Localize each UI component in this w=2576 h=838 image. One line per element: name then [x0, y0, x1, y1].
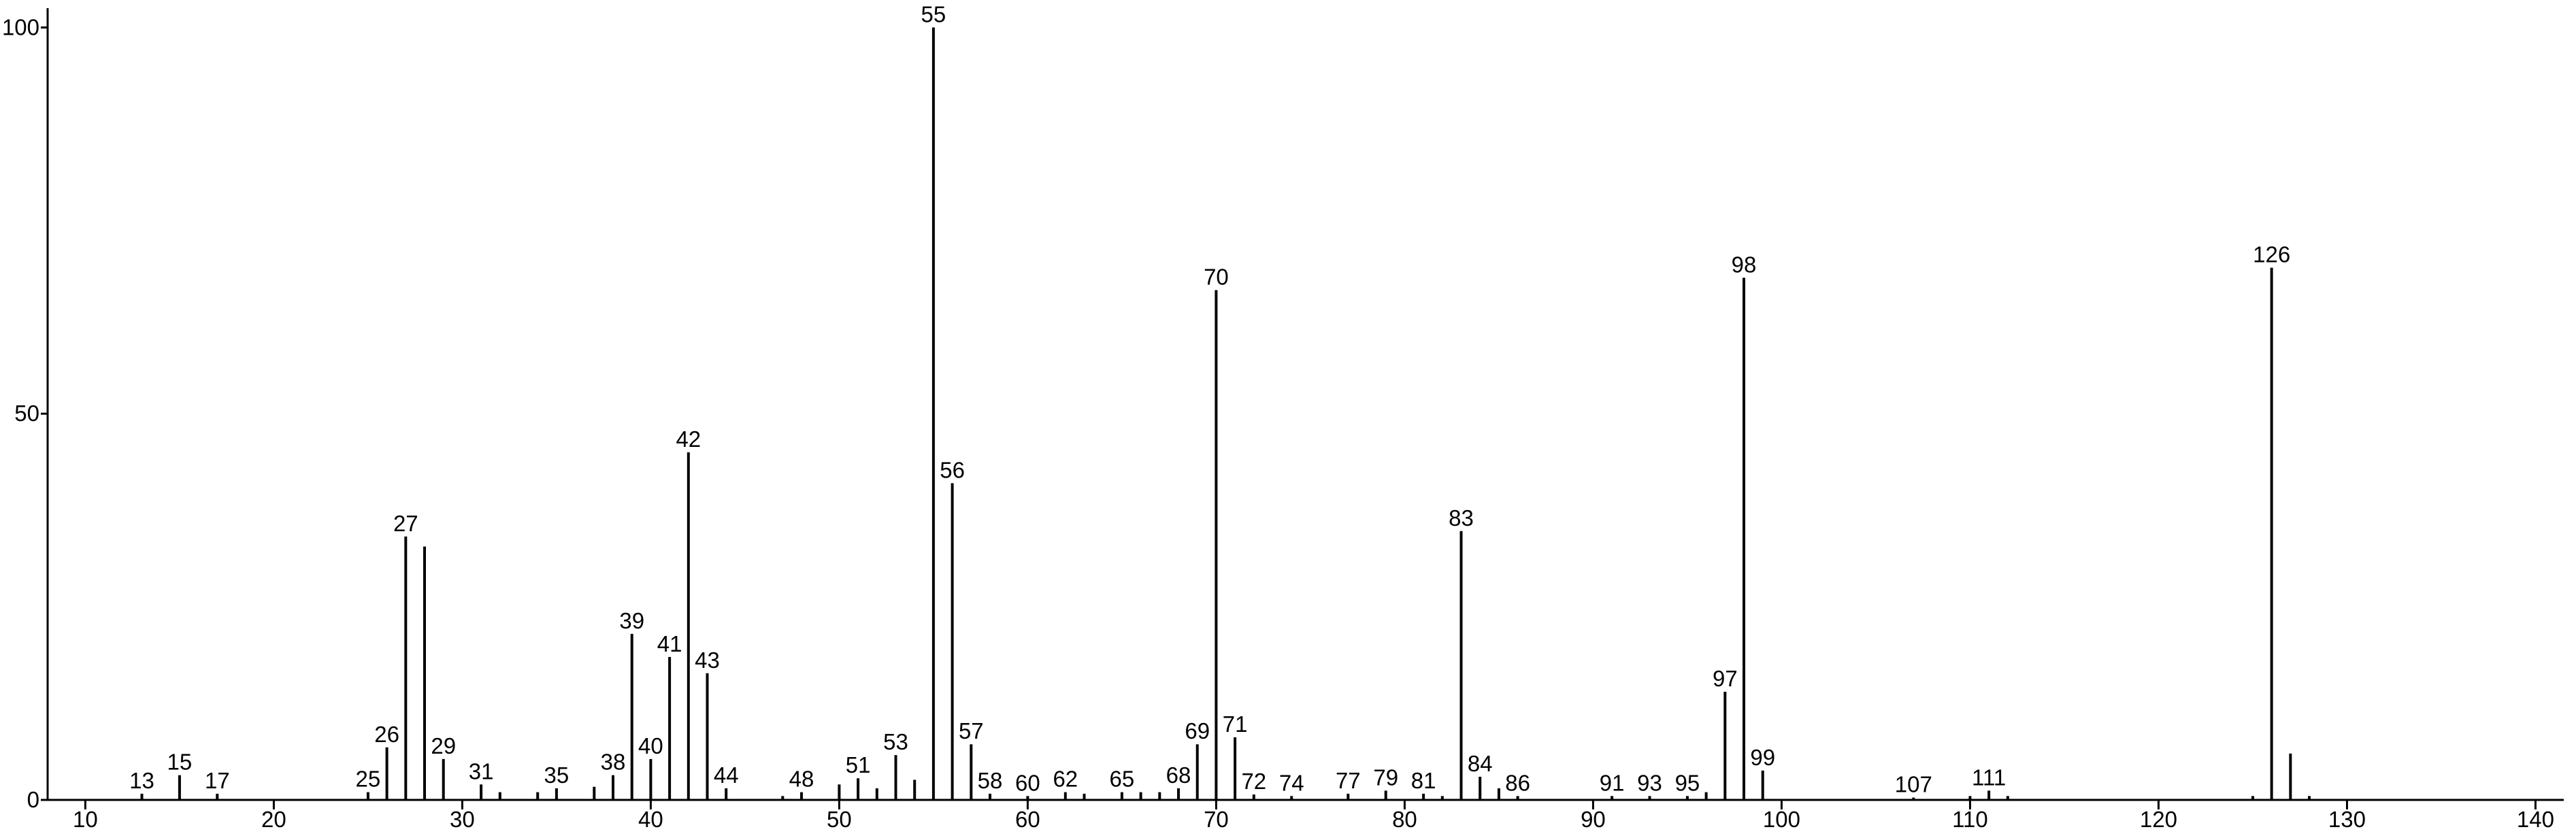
peak-label: 56	[940, 457, 965, 482]
peak-label: 86	[1505, 770, 1530, 795]
x-tick-label: 30	[450, 807, 475, 832]
peak-label: 26	[374, 722, 399, 747]
x-tick-label: 140	[2517, 807, 2554, 832]
peak-label: 79	[1373, 765, 1398, 790]
peak-label: 15	[167, 750, 193, 775]
x-tick-label: 20	[261, 807, 286, 832]
x-tick-label: 70	[1204, 807, 1229, 832]
peak-label: 93	[1637, 770, 1662, 795]
peak-label: 95	[1675, 770, 1700, 795]
peak-label: 58	[978, 768, 1003, 793]
peak-label: 99	[1750, 745, 1775, 770]
peak-label: 74	[1279, 770, 1304, 795]
peak-label: 77	[1336, 768, 1361, 793]
y-tick-label: 50	[14, 401, 39, 426]
x-tick-label: 40	[638, 807, 663, 832]
peak-label: 13	[129, 768, 154, 793]
peak-label: 72	[1241, 769, 1266, 794]
peak-label: 81	[1411, 768, 1436, 793]
peak-label: 60	[1015, 770, 1040, 795]
peak-label: 107	[1895, 772, 1932, 797]
peak-label: 84	[1468, 751, 1493, 776]
peak-label: 29	[431, 733, 456, 758]
peak-label: 42	[676, 426, 701, 452]
y-tick-label: 0	[27, 787, 39, 812]
peak-label: 44	[714, 762, 739, 788]
x-tick-label: 80	[1392, 807, 1417, 832]
peak-label: 69	[1185, 718, 1210, 743]
x-tick-label: 120	[2140, 807, 2177, 832]
x-tick-label: 50	[827, 807, 852, 832]
peak-label: 53	[883, 729, 908, 754]
peak-label: 55	[921, 1, 946, 27]
peak-label: 17	[205, 768, 230, 793]
x-tick-label: 60	[1015, 807, 1040, 832]
x-tick-label: 90	[1581, 807, 1606, 832]
peak-label: 97	[1713, 666, 1738, 691]
y-tick-label: 100	[2, 14, 39, 39]
peak-label: 98	[1732, 252, 1757, 277]
peak-label: 111	[1972, 765, 2006, 790]
peak-label: 27	[393, 511, 418, 536]
peak-label: 68	[1166, 762, 1191, 788]
peak-label: 31	[469, 758, 494, 784]
peak-label: 83	[1449, 505, 1474, 531]
peak-label: 48	[789, 767, 814, 792]
peak-label: 25	[356, 767, 381, 792]
peak-label: 57	[959, 718, 984, 743]
peak-label: 91	[1600, 770, 1625, 795]
x-tick-label: 100	[1763, 807, 1800, 832]
peak-label: 41	[657, 631, 682, 656]
x-tick-label: 10	[73, 807, 98, 832]
peak-label: 126	[2253, 242, 2290, 267]
peak-label: 62	[1053, 767, 1078, 792]
peak-label: 40	[638, 733, 663, 758]
peak-label: 71	[1223, 711, 1248, 737]
x-tick-label: 110	[1952, 807, 1988, 832]
peak-label: 51	[846, 752, 871, 777]
peak-label: 35	[544, 762, 569, 788]
peak-label: 65	[1110, 767, 1135, 792]
peak-label: 39	[619, 608, 644, 633]
peak-label: 70	[1204, 264, 1229, 289]
peak-label: 38	[601, 750, 626, 775]
x-tick-label: 130	[2328, 807, 2366, 832]
peak-label: 43	[695, 648, 720, 673]
